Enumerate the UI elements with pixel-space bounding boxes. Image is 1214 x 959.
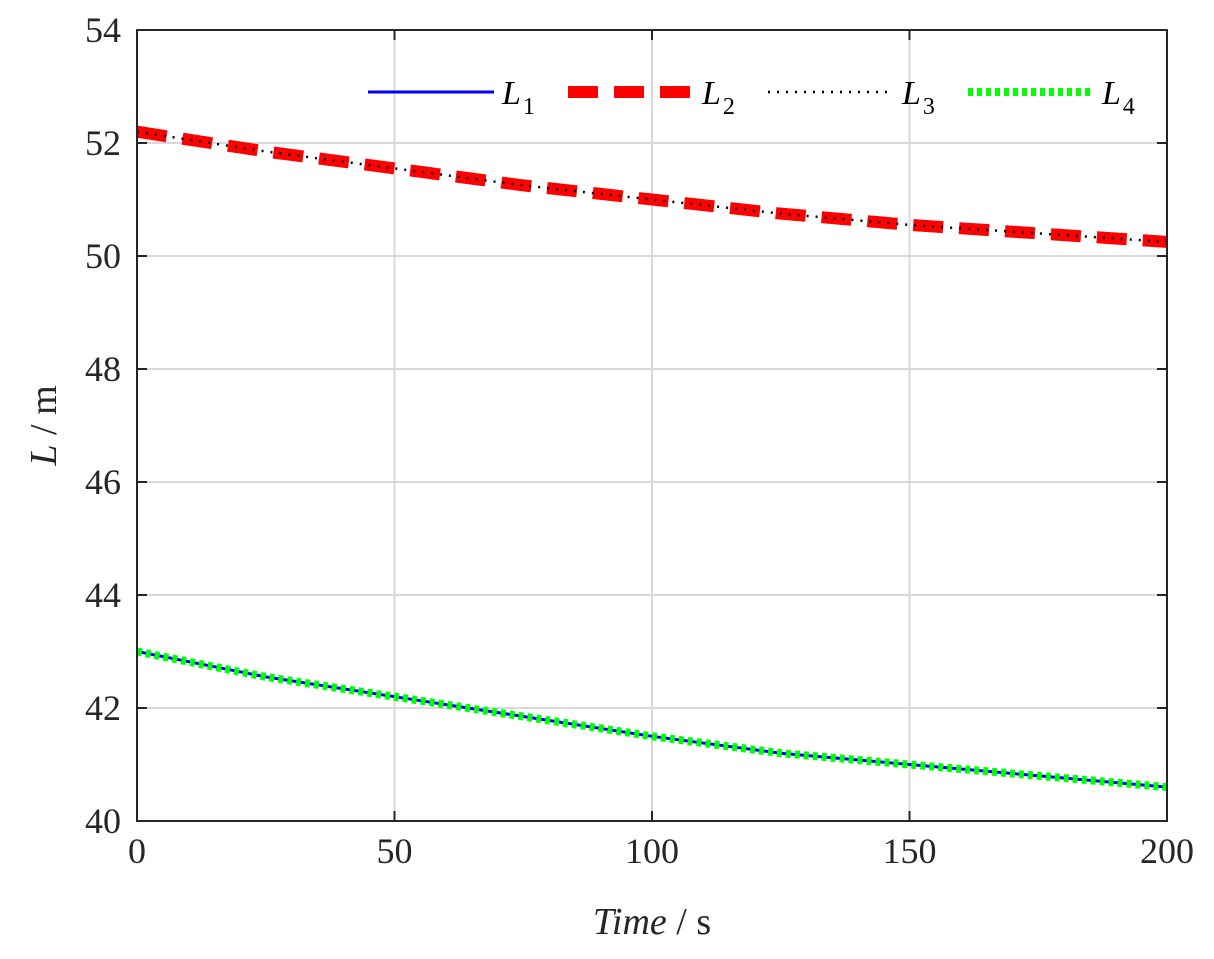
legend-label-1: L1 bbox=[501, 75, 535, 120]
grid-lines bbox=[137, 30, 1167, 821]
y-axis-label-main: L bbox=[23, 444, 65, 466]
series-line-4 bbox=[137, 647, 1167, 792]
x-axis-label: Time / s bbox=[593, 901, 711, 943]
legend-label-4: L4 bbox=[1101, 75, 1135, 120]
y-tick-label: 54 bbox=[85, 10, 121, 50]
series-line-3 bbox=[137, 130, 1167, 244]
y-tick-label: 46 bbox=[85, 462, 121, 502]
x-axis-label-main: Time bbox=[593, 901, 667, 943]
y-axis-label-unit: / m bbox=[23, 385, 65, 435]
x-tick-label: 0 bbox=[128, 831, 146, 871]
y-tick-label: 42 bbox=[85, 688, 121, 728]
x-tick-label: 50 bbox=[377, 831, 413, 871]
y-tick-label: 48 bbox=[85, 349, 121, 389]
y-axis-label: L / m bbox=[23, 385, 65, 466]
legend-label-3: L3 bbox=[901, 75, 935, 120]
legend: L1 L2 L3 L4 bbox=[368, 75, 1135, 120]
y-tick-label: 52 bbox=[85, 123, 121, 163]
series-lines bbox=[137, 125, 1167, 792]
series-line-2 bbox=[137, 125, 1167, 248]
x-axis-label-unit: / s bbox=[676, 901, 711, 943]
x-tick-label: 100 bbox=[625, 831, 679, 871]
x-tick-label: 200 bbox=[1140, 831, 1194, 871]
x-tick-label: 150 bbox=[883, 831, 937, 871]
y-tick-label: 40 bbox=[85, 801, 121, 841]
y-tick-label: 50 bbox=[85, 236, 121, 276]
legend-label-2: L2 bbox=[701, 75, 735, 120]
axis-ticks: 0 50 100 150 200 40 42 44 46 48 50 52 54 bbox=[85, 10, 1194, 871]
y-tick-label: 44 bbox=[85, 575, 121, 615]
